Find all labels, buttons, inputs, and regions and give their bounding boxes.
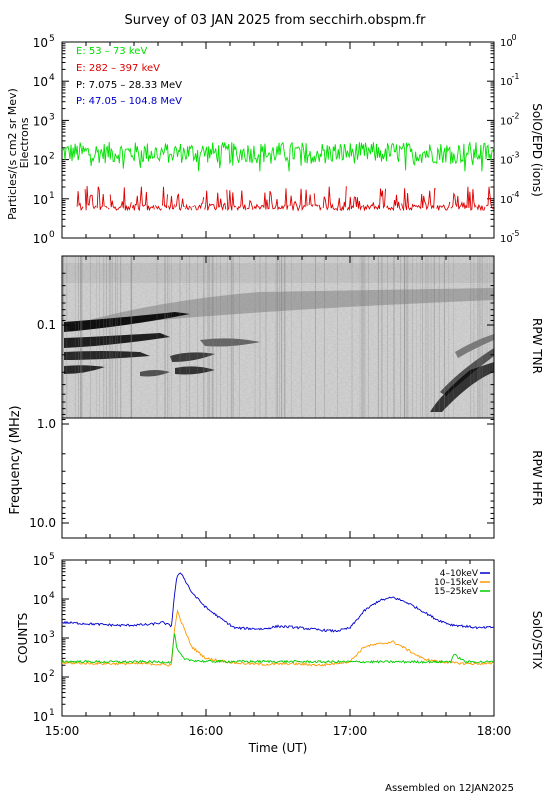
y-tick-label: 10 — [33, 114, 48, 128]
rpw-emission-band — [140, 370, 170, 377]
legend-e-high: E: 282 – 397 keV — [76, 63, 160, 74]
y-tick-label: 10 — [500, 156, 513, 167]
rpw-type-iii-burst — [430, 362, 494, 412]
y-tick-exponent: 5 — [49, 34, 55, 44]
xtick-1500: 15:00 — [45, 724, 80, 738]
y-tick-exponent: 2 — [49, 152, 55, 162]
y-tick-label: 10 — [500, 116, 513, 127]
rpw-emission-band — [175, 366, 215, 375]
rpw-type-iii-burst — [455, 334, 494, 358]
stix-legend: 4–10keV 10–15keV 15–25keV — [434, 569, 490, 597]
y-tick-exponent: -3 — [512, 151, 520, 160]
xtick-1600: 16:00 — [189, 724, 224, 738]
epd-ylabel-left-2: Electrons — [18, 117, 31, 168]
y-tick-label: 10 — [33, 671, 48, 685]
series-stix-15-25-line — [62, 633, 494, 664]
rpw-panel: 0.1 1.0 10.0 Frequency (MHz) RPW TNR RPW… — [8, 255, 544, 539]
rpw-ticks — [61, 256, 495, 538]
rpw-emission-band — [170, 352, 215, 362]
legend-p-high: P: 47.05 – 104.8 MeV — [76, 96, 182, 107]
rpw-emission-band — [64, 333, 170, 348]
epd-legend: E: 53 – 73 keV E: 282 – 397 keV P: 7.075… — [76, 46, 182, 107]
rpw-label-hfr: RPW HFR — [530, 450, 544, 506]
x-axis: 15:00 16:00 17:00 18:00 Time (UT) — [45, 724, 512, 755]
legend-p-low: P: 7.075 – 28.33 MeV — [76, 80, 182, 91]
rpw-emission-band — [64, 365, 105, 374]
y-tick-exponent: 1 — [49, 708, 55, 718]
y-tick-label: 10 — [33, 232, 48, 246]
y-tick-label: 10 — [33, 36, 48, 50]
rpw-ylabel: Frequency (MHz) — [8, 405, 23, 514]
stix-ylabel-right: SolO/STIX — [530, 611, 544, 670]
rpw-label-tnr: RPW TNR — [530, 318, 544, 374]
stix-ylabel-left: COUNTS — [16, 613, 30, 664]
series-e-low-line — [62, 141, 494, 172]
epd-ylabel-left: Particles/(s cm2 sr Mev) — [6, 88, 19, 220]
y-tick-exponent: -4 — [512, 190, 520, 199]
y-tick-exponent: 0 — [49, 230, 55, 240]
rpw-ytick-1: 1.0 — [37, 417, 56, 431]
y-tick-label: 10 — [33, 75, 48, 89]
y-tick-exponent: 3 — [49, 112, 55, 122]
y-tick-label: 10 — [33, 193, 48, 207]
y-tick-exponent: -5 — [512, 229, 520, 238]
xtick-1700: 17:00 — [333, 724, 368, 738]
series-stix-10-15-line — [62, 608, 494, 667]
y-tick-label: 10 — [500, 195, 513, 206]
epd-ylabel-right: SolO/EPD (ions) — [530, 103, 544, 197]
epd-series — [62, 141, 494, 212]
y-tick-label: 10 — [33, 554, 48, 568]
y-tick-label: 10 — [33, 154, 48, 168]
legend-stix-4-10: 4–10keV — [440, 569, 479, 579]
xtick-1800: 18:00 — [477, 724, 512, 738]
figure-title: Survey of 03 JAN 2025 from secchirh.obsp… — [125, 13, 427, 28]
y-tick-label: 10 — [33, 710, 48, 724]
rpw-emission-band — [64, 351, 150, 360]
y-tick-label: 10 — [500, 38, 513, 49]
y-tick-label: 10 — [33, 593, 48, 607]
series-stix-4-10-line — [62, 572, 494, 633]
y-tick-label: 10 — [33, 632, 48, 646]
rpw-emission-features — [62, 256, 494, 418]
y-tick-exponent: 5 — [49, 552, 55, 562]
rpw-ytick-0: 0.1 — [37, 318, 56, 332]
rpw-top-band — [62, 263, 494, 283]
y-tick-exponent: 3 — [49, 630, 55, 640]
rpw-ytick-2: 10.0 — [29, 516, 56, 530]
y-tick-exponent: 4 — [49, 591, 55, 601]
y-tick-exponent: 2 — [49, 669, 55, 679]
y-tick-exponent: -1 — [512, 72, 520, 81]
y-tick-exponent: 0 — [512, 33, 517, 42]
y-tick-exponent: 1 — [49, 191, 55, 201]
rpw-diffuse-band — [70, 288, 494, 332]
legend-stix-15-25: 15–25keV — [434, 587, 479, 597]
y-tick-exponent: 4 — [49, 73, 55, 83]
rpw-emission-band — [200, 338, 260, 347]
y-tick-exponent: -2 — [512, 111, 520, 120]
footer-assembled: Assembled on 12JAN2025 — [385, 783, 514, 794]
y-tick-label: 10 — [500, 77, 513, 88]
y-tick-label: 10 — [500, 234, 513, 245]
stix-series — [62, 572, 494, 667]
x-axis-label: Time (UT) — [248, 741, 308, 755]
rpw-emission-band — [64, 312, 190, 332]
rpw-type-iii-burst — [440, 348, 494, 396]
legend-stix-10-15: 10–15keV — [434, 578, 479, 588]
stix-frame — [61, 559, 495, 717]
legend-e-low: E: 53 – 73 keV — [76, 46, 147, 57]
series-e-high-line — [76, 185, 494, 212]
